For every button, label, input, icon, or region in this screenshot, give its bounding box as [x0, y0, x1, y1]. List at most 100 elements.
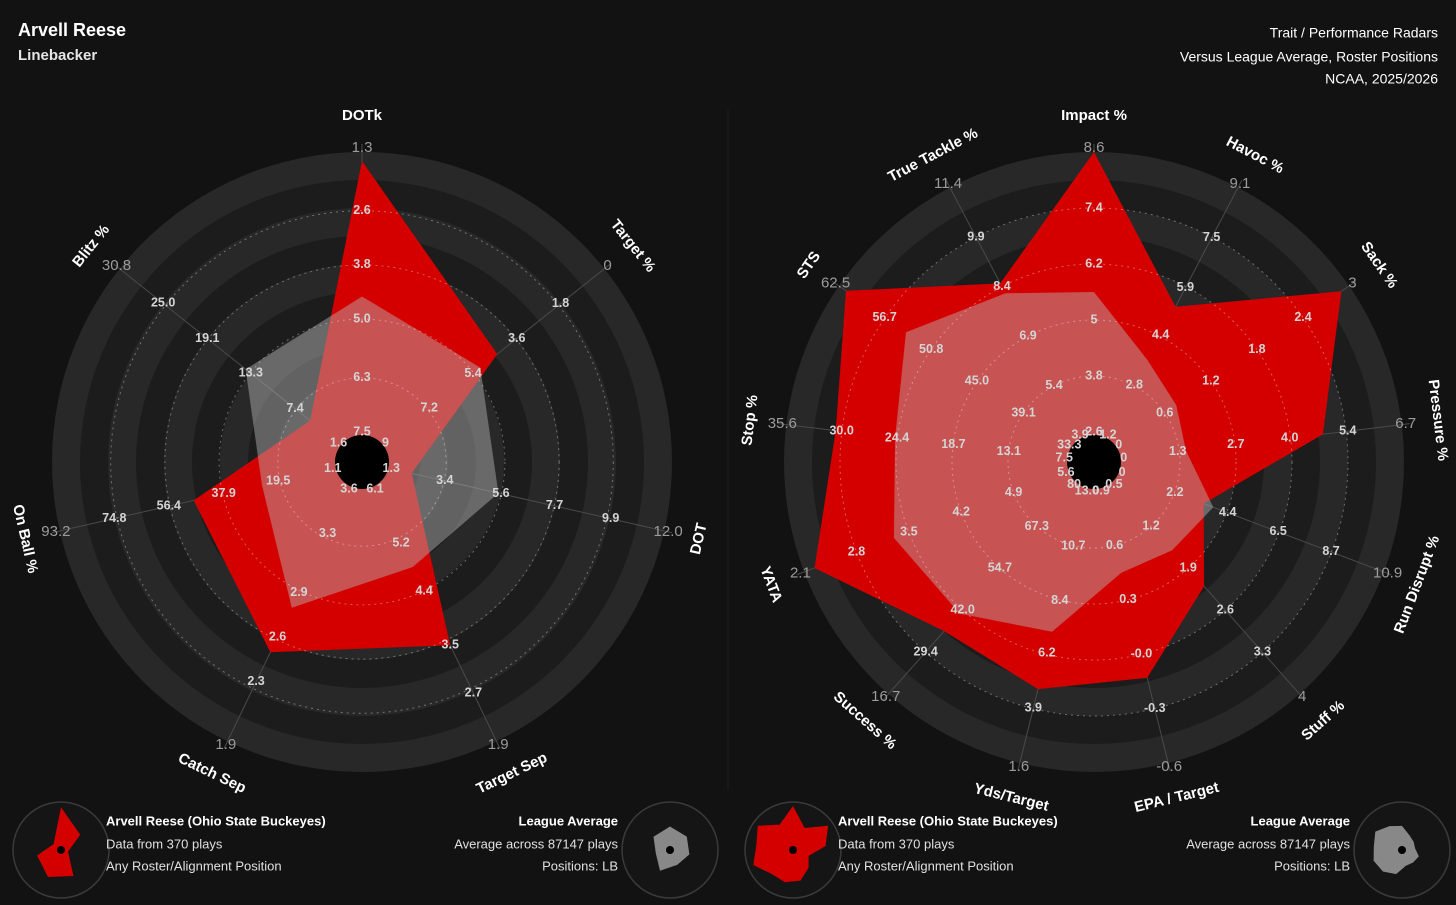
- tick-label: 2.2: [1166, 485, 1183, 499]
- tick-label: 33.3: [1057, 437, 1081, 451]
- tick-label: 42.0: [950, 603, 974, 617]
- axis-label: Impact %: [1061, 107, 1127, 124]
- tick-label: 1.3: [352, 139, 373, 156]
- tick-label: 2.7: [465, 686, 482, 700]
- tick-label: 3.8: [353, 257, 370, 271]
- tick-label: 1.9: [215, 736, 236, 753]
- tick-label: 1.8: [552, 296, 569, 310]
- tick-label: 2.6: [1217, 603, 1234, 617]
- tick-label: 9: [382, 436, 389, 450]
- tick-label: 11.4: [934, 175, 962, 192]
- legend-note: Average across 87147 plays: [1186, 836, 1350, 851]
- tick-label: 3.9: [1071, 428, 1088, 442]
- tick-label: 12.0: [654, 523, 683, 540]
- tick-label: 2.6: [353, 203, 370, 217]
- grid-ring: [110, 210, 614, 714]
- tick-label: -0.3: [1144, 701, 1166, 715]
- tick-label: 56.4: [157, 498, 181, 512]
- league-area: [893, 292, 1214, 632]
- tick-label: 2.4: [1294, 310, 1311, 324]
- tick-label: 19.1: [195, 331, 219, 345]
- grid-ring: [951, 319, 1237, 605]
- tick-label: 1.6: [330, 436, 347, 450]
- tick-label: 13.1: [997, 444, 1021, 458]
- tick-label: 2.6: [269, 630, 286, 644]
- tick-label: 16.7: [871, 688, 900, 705]
- tick-label: 9.9: [967, 229, 984, 243]
- tick-label: 0.6: [1156, 405, 1173, 419]
- player-name: Arvell Reese: [18, 20, 126, 40]
- tick-label: 5.4: [1045, 378, 1062, 392]
- tick-label: 2.3: [247, 674, 264, 688]
- legend-icon-center: [789, 846, 797, 854]
- tick-label: 24.4: [885, 430, 909, 444]
- tick-label: 2.7: [1227, 437, 1244, 451]
- tick-label: 6.1: [366, 481, 383, 495]
- tick-label: 3.6: [340, 481, 357, 495]
- tick-label: 5.4: [464, 366, 481, 380]
- tick-label: 19.5: [266, 473, 290, 487]
- tick-label: 2.8: [848, 544, 865, 558]
- tick-label: 39.1: [1011, 406, 1035, 420]
- page-title: Trait / Performance Radars: [1270, 25, 1438, 41]
- tick-label: 30.8: [102, 257, 131, 274]
- axis-line: [391, 468, 673, 534]
- tick-label: 2.1: [790, 564, 811, 581]
- tick-label: 5.9: [1177, 280, 1194, 294]
- center-hole: [335, 435, 389, 489]
- tick-label: 93.2: [41, 523, 70, 540]
- tick-label: 10.7: [1061, 538, 1085, 552]
- tick-label: 29.4: [914, 644, 938, 658]
- tick-label: 3.3: [1254, 644, 1271, 658]
- tick-label: 35.6: [768, 415, 797, 432]
- tick-label: 25.0: [151, 296, 175, 310]
- tick-label: 7.5: [353, 424, 370, 438]
- tick-label: 5.2: [392, 535, 409, 549]
- tick-label: 1.2: [1142, 519, 1159, 533]
- legend-note: Positions: LB: [1274, 858, 1350, 873]
- tick-label: 56.7: [872, 310, 896, 324]
- tick-label: 37.9: [212, 486, 236, 500]
- legend-note: Any Roster/Alignment Position: [106, 858, 282, 873]
- season: NCAA, 2025/2026: [1325, 71, 1438, 87]
- tick-label: 50.8: [919, 342, 943, 356]
- tick-label: 8.6: [1084, 139, 1105, 156]
- tick-label: 0: [603, 257, 611, 274]
- tick-label: 8.4: [993, 279, 1010, 293]
- legend-icon-center: [57, 846, 65, 854]
- grid-ring: [839, 207, 1349, 717]
- axis-line: [113, 263, 339, 444]
- tick-label: 8.4: [1051, 593, 1068, 607]
- tick-label: 0.5: [1105, 477, 1122, 491]
- tick-label: 4.4: [415, 583, 432, 597]
- tick-label: 7.5: [1056, 451, 1073, 465]
- tick-label: -0.6: [1156, 758, 1182, 775]
- tick-label: 13.0: [1075, 483, 1099, 497]
- tick-label: 7.4: [1085, 200, 1102, 214]
- tick-label: 4.2: [953, 505, 970, 519]
- tick-label: 3.5: [900, 525, 917, 539]
- legend-note: Average across 87147 plays: [454, 836, 618, 851]
- tick-label: 0: [1115, 437, 1122, 451]
- legend-note: Data from 370 plays: [838, 836, 955, 851]
- tick-label: 9.9: [602, 511, 619, 525]
- tick-label: 6.5: [1269, 524, 1286, 538]
- tick-label: 0: [1120, 451, 1127, 465]
- tick-label: 0.9: [1092, 483, 1109, 497]
- tick-label: 1.1: [324, 461, 341, 475]
- tick-label: 3.4: [436, 473, 453, 487]
- tick-label: 45.0: [965, 374, 989, 388]
- tick-label: 1.6: [1008, 758, 1029, 775]
- tick-label: 1.3: [1169, 444, 1186, 458]
- tick-label: 5.4: [1339, 423, 1356, 437]
- tick-label: 7.5: [1203, 230, 1220, 244]
- tick-label: 10.9: [1373, 564, 1402, 581]
- legend-swatch: [1373, 825, 1419, 875]
- tick-label: 5: [1091, 312, 1098, 326]
- tick-label: 4.9: [1005, 485, 1022, 499]
- tick-label: 1.2: [1202, 374, 1219, 388]
- tick-label: 9.1: [1229, 175, 1250, 192]
- tick-label: 6.3: [353, 370, 370, 384]
- tick-label: 5.6: [492, 486, 509, 500]
